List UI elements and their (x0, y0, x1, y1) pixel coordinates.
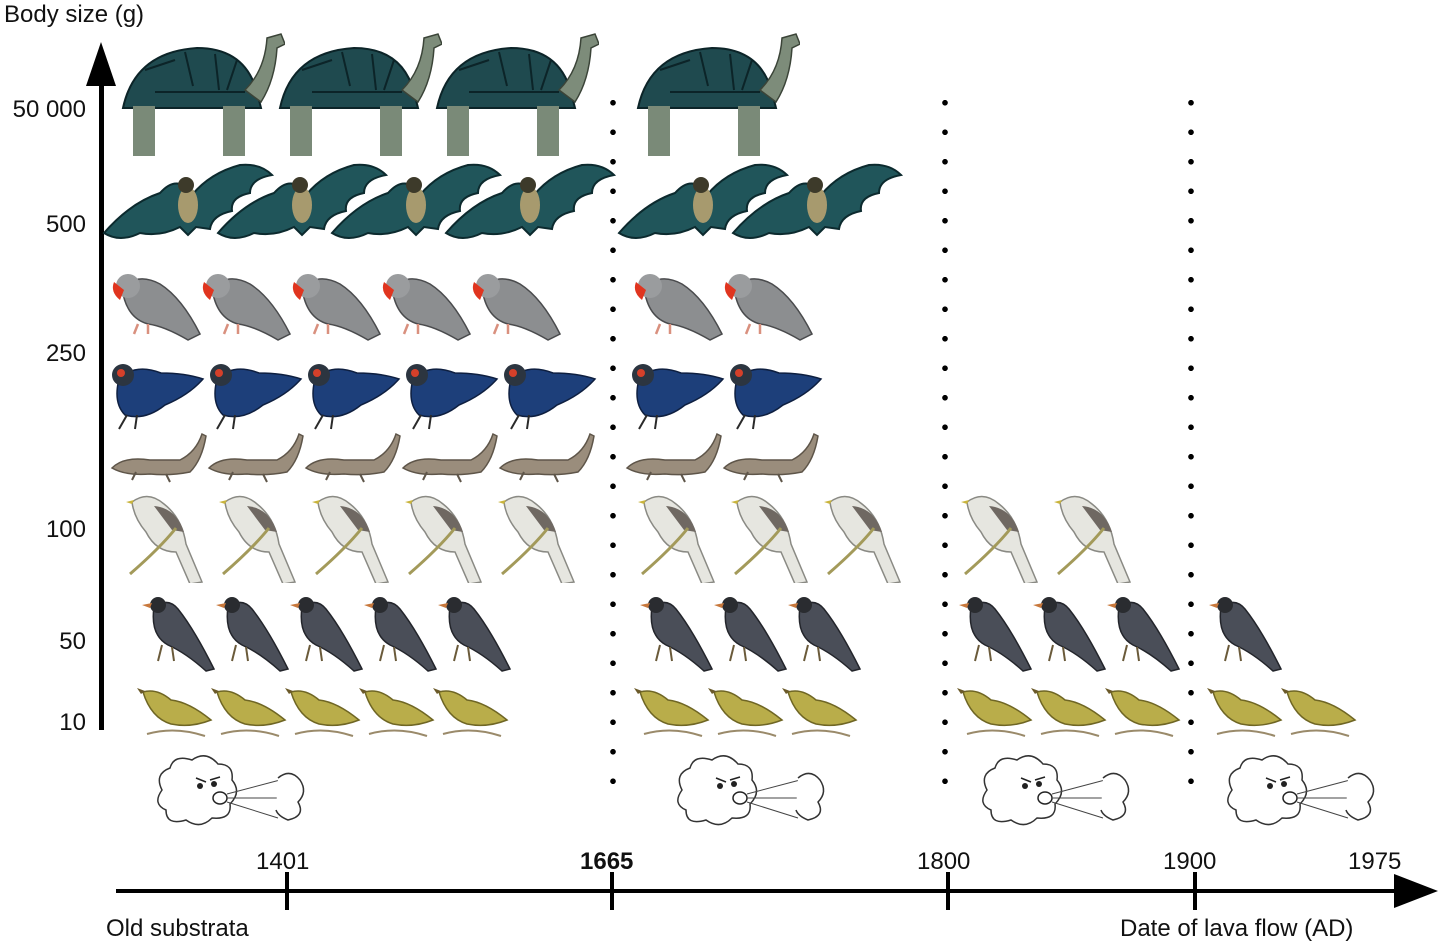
white-crested-bird-icon (1054, 495, 1132, 583)
x-tick (1193, 872, 1197, 910)
fruit-bat-icon (102, 163, 275, 239)
skink-lizard-icon (207, 432, 304, 483)
red-billed-grey-bird-icon (292, 274, 382, 341)
skink-lizard-icon (110, 432, 207, 483)
y-tick-label: 50 000 (12, 96, 86, 123)
blue-pigeon-icon (504, 364, 597, 430)
olive-warbler-icon (957, 688, 1033, 737)
y-tick-label: 10 (59, 709, 86, 736)
red-billed-grey-bird-icon (382, 274, 472, 341)
blue-pigeon-icon (632, 364, 725, 430)
olive-warbler-icon (782, 688, 858, 737)
fruit-bat-icon (444, 163, 617, 239)
x-axis-line (116, 889, 1406, 893)
x-axis-right-label: Date of lava flow (AD) (1120, 915, 1354, 942)
grey-songbird-icon (1209, 597, 1283, 672)
y-tick-label: 50 (59, 628, 86, 655)
giant-tortoise-icon (636, 33, 800, 156)
fruit-bat-icon (330, 163, 503, 239)
olive-warbler-icon (1105, 688, 1181, 737)
grey-songbird-icon (959, 597, 1033, 672)
grey-songbird-icon (438, 597, 512, 672)
white-crested-bird-icon (731, 495, 809, 583)
red-billed-grey-bird-icon (112, 274, 202, 341)
grey-songbird-icon (142, 597, 216, 672)
skink-lizard-icon (625, 432, 722, 483)
skink-lizard-icon (498, 432, 595, 483)
skink-lizard-icon (304, 432, 401, 483)
x-tick-label-1800: 1800 (917, 848, 971, 875)
x-tick (946, 872, 950, 910)
white-crested-bird-icon (405, 495, 483, 583)
white-crested-bird-icon (638, 495, 716, 583)
y-axis-arrowhead (86, 42, 116, 86)
y-tick-label: 100 (45, 516, 86, 543)
blue-pigeon-icon (210, 364, 303, 430)
olive-warbler-icon (433, 688, 509, 737)
olive-warbler-icon (285, 688, 361, 737)
era-separator-dotted-line (942, 88, 948, 800)
blowing-wind-cloud-icon (982, 755, 1130, 826)
x-tick (610, 872, 614, 910)
giant-tortoise-icon (121, 33, 285, 156)
x-axis-left-label: Old substrata (106, 915, 249, 942)
grey-songbird-icon (216, 597, 290, 672)
olive-warbler-icon (708, 688, 784, 737)
y-axis-title: Body size (g) (4, 1, 145, 28)
blue-pigeon-icon (730, 364, 823, 430)
giant-tortoise-icon (435, 33, 599, 156)
y-tick-label: 250 (45, 340, 86, 367)
fruit-bat-icon (731, 163, 904, 239)
olive-warbler-icon (211, 688, 287, 737)
x-tick-label-1900: 1900 (1163, 848, 1217, 875)
white-crested-bird-icon (312, 495, 390, 583)
giant-tortoise-icon (278, 33, 442, 156)
olive-warbler-icon (359, 688, 435, 737)
x-tick (285, 872, 289, 910)
x-tick-label-1665: 1665 (580, 848, 634, 875)
white-crested-bird-icon (219, 495, 297, 583)
grey-songbird-icon (364, 597, 438, 672)
skink-lizard-icon (722, 432, 819, 483)
fruit-bat-icon (617, 163, 790, 239)
blue-pigeon-icon (112, 364, 205, 430)
red-billed-grey-bird-icon (634, 274, 724, 341)
olive-warbler-icon (1031, 688, 1107, 737)
x-tick-label-1401: 1401 (256, 848, 310, 875)
blowing-wind-cloud-icon (1227, 755, 1375, 826)
era-separator-dotted-line (1188, 88, 1194, 800)
white-crested-bird-icon (824, 495, 902, 583)
x-tick-label-1975: 1975 (1348, 848, 1402, 875)
x-axis-arrowhead (1394, 874, 1438, 908)
grey-songbird-icon (640, 597, 714, 672)
grey-songbird-icon (290, 597, 364, 672)
red-billed-grey-bird-icon (472, 274, 562, 341)
fruit-bat-icon (216, 163, 389, 239)
y-axis-line (99, 82, 104, 730)
blowing-wind-cloud-icon (157, 755, 305, 826)
y-tick-label: 500 (45, 211, 86, 238)
grey-songbird-icon (714, 597, 788, 672)
olive-warbler-icon (1207, 688, 1283, 737)
blue-pigeon-icon (406, 364, 499, 430)
olive-warbler-icon (634, 688, 710, 737)
grey-songbird-icon (1033, 597, 1107, 672)
red-billed-grey-bird-icon (724, 274, 814, 341)
olive-warbler-icon (1281, 688, 1357, 737)
white-crested-bird-icon (498, 495, 576, 583)
grey-songbird-icon (1107, 597, 1181, 672)
grey-songbird-icon (788, 597, 862, 672)
blowing-wind-cloud-icon (677, 755, 825, 826)
red-billed-grey-bird-icon (202, 274, 292, 341)
white-crested-bird-icon (126, 495, 204, 583)
skink-lizard-icon (401, 432, 498, 483)
white-crested-bird-icon (961, 495, 1039, 583)
blue-pigeon-icon (308, 364, 401, 430)
era-separator-dotted-line (610, 88, 616, 800)
olive-warbler-icon (137, 688, 213, 737)
